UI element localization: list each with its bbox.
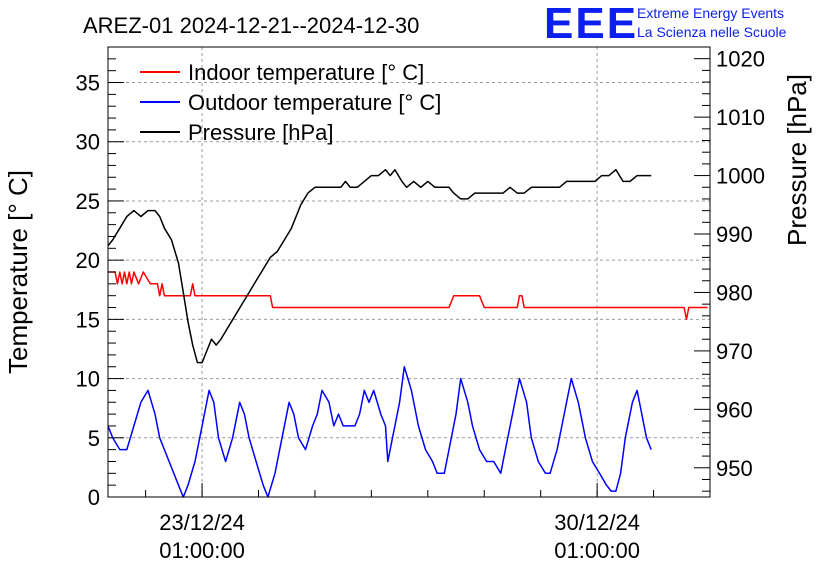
eee-logo-line1: Extreme Energy Events — [637, 5, 784, 21]
left-tick-label: 20 — [76, 248, 100, 273]
left-tick-label: 5 — [88, 426, 100, 451]
eee-logo-line2: La Scienza nelle Scuole — [637, 24, 787, 40]
pressure-line — [107, 168, 652, 364]
right-tick-label: 1020 — [716, 47, 765, 72]
bottom-axis: 23/12/24 01:00:00 30/12/24 01:00:00 — [145, 483, 711, 563]
bottom-tick-label-time: 01:00:00 — [554, 538, 640, 563]
left-tick-label: 0 — [88, 485, 100, 510]
right-axis-label: Pressure [hPa] — [782, 74, 812, 246]
eee-logo: EEE Extreme Energy Events La Scienza nel… — [544, 0, 787, 48]
bottom-tick-label-time: 01:00:00 — [159, 538, 245, 563]
eee-logo-mark: EEE — [544, 0, 638, 48]
left-tick-label: 15 — [76, 307, 100, 332]
left-tick-label: 35 — [76, 71, 100, 96]
bottom-tick-label-date: 23/12/24 — [159, 510, 245, 535]
series-layer — [107, 168, 708, 498]
legend-label: Outdoor temperature [° C] — [188, 90, 441, 115]
left-tick-label: 25 — [76, 189, 100, 214]
indoor-temperature-line — [108, 271, 708, 321]
legend: Indoor temperature [° C] Outdoor temperat… — [140, 60, 441, 145]
left-axis: 0 5 10 15 20 25 30 35 — [76, 58, 124, 510]
chart-title: AREZ-01 2024-12-21--2024-12-30 — [83, 13, 419, 38]
left-tick-label: 30 — [76, 130, 100, 155]
right-tick-label: 1000 — [716, 164, 765, 189]
right-tick-label: 960 — [716, 397, 753, 422]
outdoor-temperature-line — [107, 365, 652, 498]
right-tick-label: 950 — [716, 456, 753, 481]
left-tick-label: 10 — [76, 367, 100, 392]
right-tick-label: 980 — [716, 280, 753, 305]
right-tick-label: 990 — [716, 222, 753, 247]
legend-label: Pressure [hPa] — [188, 120, 334, 145]
left-axis-label: Temperature [° C] — [3, 170, 33, 374]
right-axis: 950 960 970 980 990 1000 1010 1020 — [694, 47, 765, 492]
right-tick-label: 1010 — [716, 105, 765, 130]
bottom-tick-label-date: 30/12/24 — [554, 510, 640, 535]
legend-label: Indoor temperature [° C] — [188, 60, 424, 85]
right-tick-label: 970 — [716, 339, 753, 364]
